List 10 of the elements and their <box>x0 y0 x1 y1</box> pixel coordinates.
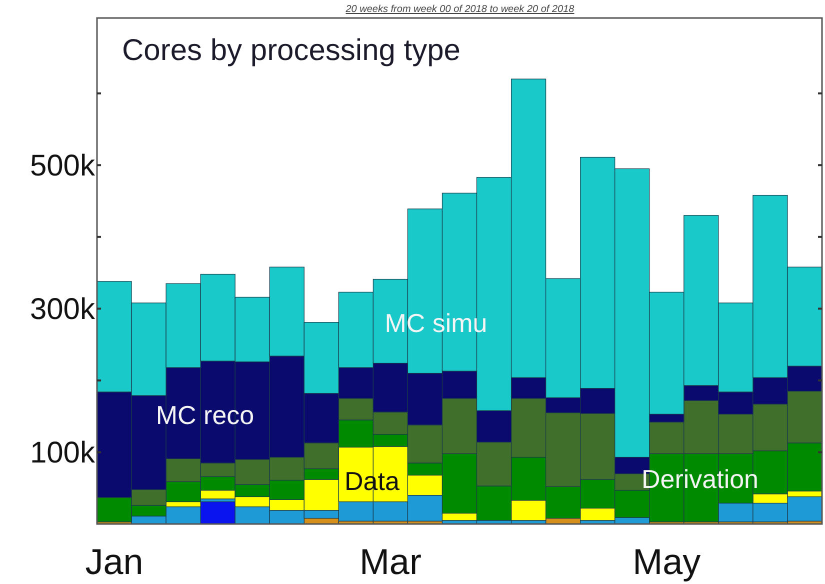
y-tick-label: 300k <box>30 293 96 326</box>
series-label: MC reco <box>156 400 254 430</box>
y-tick-label: 100k <box>30 436 96 470</box>
x-tick-label: May <box>632 541 701 582</box>
x-tick-label: Mar <box>359 541 422 582</box>
x-tick-label: Jan <box>85 541 144 582</box>
chart-subtitle: 20 weeks from week 00 of 2018 to week 20 of 2018 <box>344 4 575 15</box>
text: Cores by processing type <box>122 34 460 67</box>
series-label: Derivation <box>641 464 759 494</box>
y-tick-label: 500k <box>30 150 96 183</box>
